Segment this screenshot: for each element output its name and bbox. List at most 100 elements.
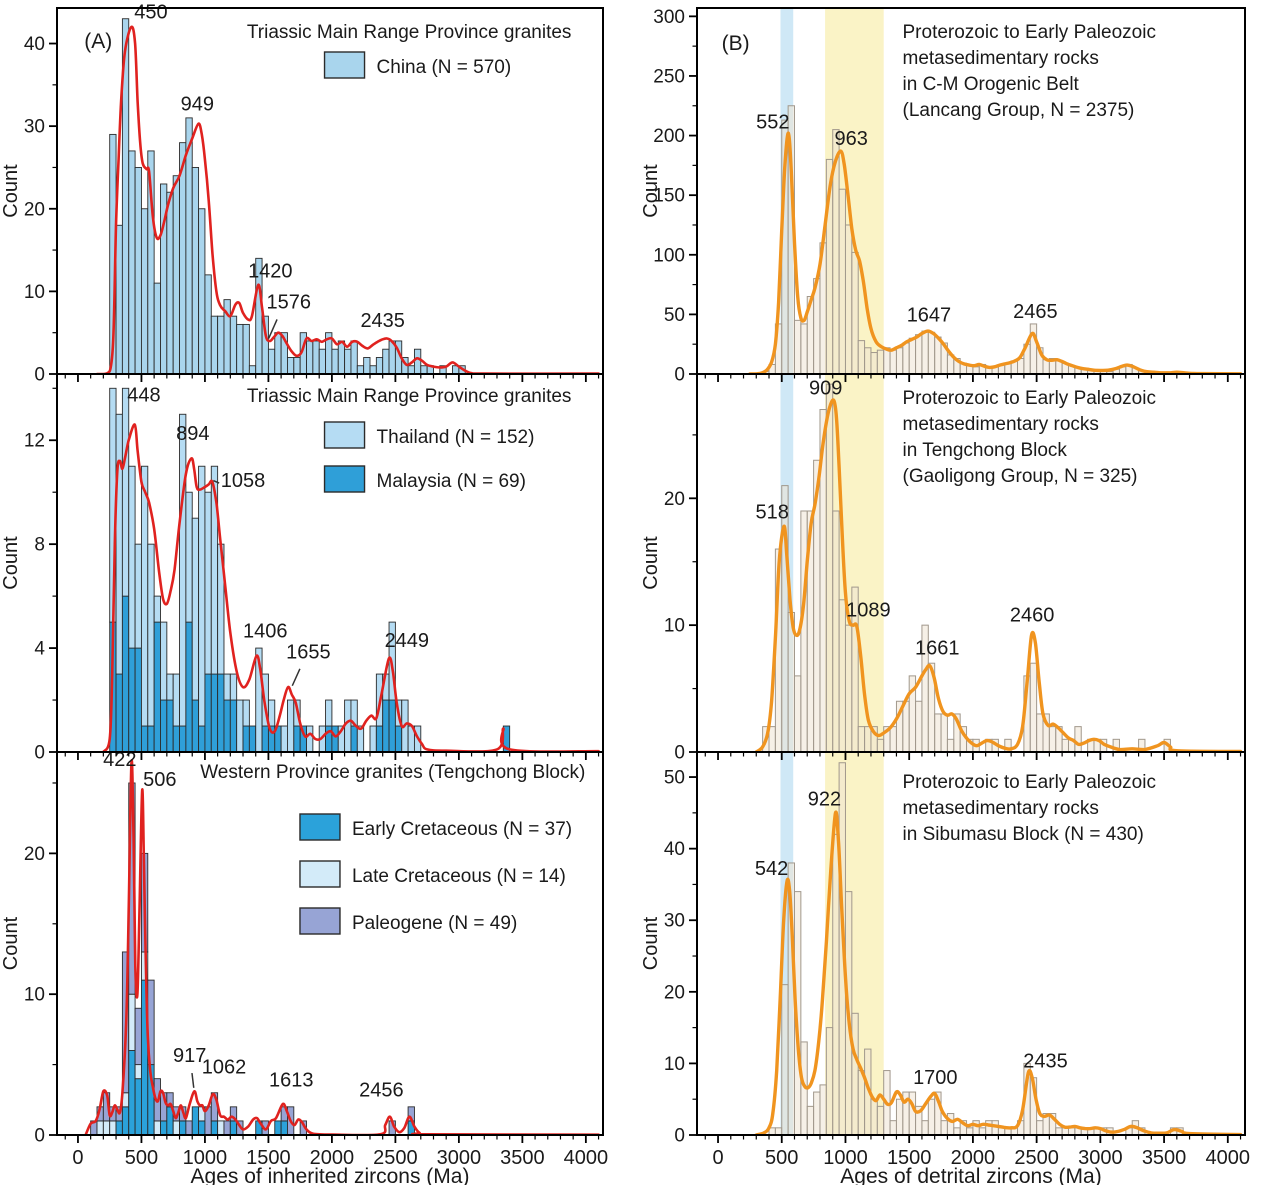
panel-title-line: Proterozoic to Early Paleozoic <box>903 388 1156 409</box>
panel-thailand_malaysia: Triassic Main Range Province granites Tha… <box>102 384 600 753</box>
bar <box>261 725 269 753</box>
bar <box>312 340 320 375</box>
bar <box>153 282 161 375</box>
bar <box>223 699 231 753</box>
bar <box>356 365 365 375</box>
panel-title-line: in Sibumasu Block (N = 430) <box>903 824 1144 845</box>
y-tick-label: 0 <box>674 1126 685 1147</box>
bar <box>350 340 358 375</box>
bar <box>242 699 250 727</box>
bar <box>274 332 282 375</box>
panel-title-line: metasedimentary rocks <box>903 48 1099 69</box>
bar <box>375 357 384 375</box>
peak-age-label: 2456 <box>359 1079 404 1101</box>
y-tick-label: 30 <box>24 117 45 138</box>
kde-curve <box>754 810 1243 1135</box>
bar <box>921 330 929 375</box>
bar <box>160 699 168 753</box>
y-tick-label: 150 <box>653 186 685 207</box>
bar <box>331 725 339 753</box>
bar <box>363 357 371 375</box>
y-tick-label: 0 <box>34 743 45 764</box>
bar <box>813 1091 821 1136</box>
panel-label: (A) <box>84 30 112 53</box>
x-tick-label: 3000 <box>437 1147 482 1169</box>
x-axis-title: Ages of inherited zircons (Ma) <box>191 1165 470 1185</box>
peak-leader-line <box>291 668 301 687</box>
legend-swatch <box>323 51 366 79</box>
x-tick-label: 1000 <box>823 1147 868 1169</box>
panel-lancang: (B) Proterozoic to Early Paleozoic metased… <box>722 8 1243 375</box>
bar <box>166 673 174 701</box>
y-tick-label: 0 <box>674 743 685 764</box>
bar <box>166 1092 174 1108</box>
bar <box>96 1120 104 1136</box>
bar <box>325 699 333 727</box>
legend: Early Cretaceous (N = 37) Late Cretaceous… <box>299 813 572 935</box>
bar <box>223 1120 231 1136</box>
bar <box>128 993 136 1051</box>
kde-curve <box>102 423 600 752</box>
y-tick-label: 0 <box>34 365 45 386</box>
bar <box>344 348 352 375</box>
column-B-detrital-zircons-chart: (B) Proterozoic to Early Paleozoic metased… <box>640 7 1250 1185</box>
peak-age-label: 1576 <box>266 292 311 314</box>
panel-gaoligong: Proterozoic to Early Paleozoic metasedime… <box>754 374 1243 753</box>
bar <box>825 1027 834 1136</box>
bar <box>407 365 415 375</box>
bar <box>331 348 339 375</box>
bar <box>198 465 206 727</box>
bar <box>293 725 301 753</box>
bar <box>280 1120 288 1136</box>
legend-swatch <box>299 907 341 935</box>
bar <box>934 336 942 375</box>
bar <box>191 1106 200 1136</box>
bar <box>140 465 149 727</box>
panel-border <box>696 751 1246 1136</box>
legend-label: Paleogene (N = 49) <box>352 913 517 934</box>
panel-title-line: in Tengchong Block <box>903 440 1068 461</box>
bar <box>172 175 180 375</box>
bar <box>160 621 168 701</box>
peak-annotations: 518 909 1089 1661 2460 <box>756 377 1055 659</box>
panel-axes-sibumasu: 0 10 20 30 40 50 Count 0 500 1000 1500 2000 2500 3000… <box>640 751 1250 1185</box>
legend-label: Early Cretaceous (N = 37) <box>352 819 572 840</box>
legend-swatch <box>323 421 366 449</box>
bar <box>172 1120 180 1136</box>
peak-annotations: 542 922 1700 2435 <box>755 789 1068 1089</box>
peak-age-label: 450 <box>134 2 167 24</box>
bar <box>774 1127 783 1136</box>
bar <box>128 150 136 375</box>
bar <box>895 347 904 375</box>
y-tick-label: 100 <box>653 245 685 266</box>
bar <box>198 1120 206 1136</box>
y-tick-label: 300 <box>653 7 685 28</box>
bar <box>287 699 295 753</box>
y-tick-label: 12 <box>24 431 45 452</box>
bar <box>306 340 314 375</box>
x-tick-label: 2000 <box>951 1147 996 1169</box>
y-axis-title: Count <box>640 536 662 590</box>
bar <box>781 984 789 1136</box>
bar <box>134 1078 142 1136</box>
bar <box>242 323 250 375</box>
legend-swatch <box>299 813 341 841</box>
bar <box>382 348 390 375</box>
bar <box>946 738 955 753</box>
bar <box>864 726 872 753</box>
peak-leader-line <box>191 1072 195 1088</box>
bar <box>1029 323 1038 375</box>
bar <box>940 713 948 753</box>
y-tick-label: 8 <box>34 535 45 556</box>
panel-sibumasu: Proterozoic to Early Paleozoic metasedime… <box>754 752 1243 1136</box>
bar <box>857 1070 866 1136</box>
bar <box>166 699 174 753</box>
bar <box>248 365 257 375</box>
panel-title-line: (Lancang Group, N = 2375) <box>903 100 1135 121</box>
legend: China (N = 570) <box>323 51 511 79</box>
bar <box>160 1120 168 1136</box>
peak-age-label: 506 <box>143 769 176 791</box>
panel-title: Western Province granites (Tengchong Blo… <box>200 762 585 783</box>
bar <box>185 621 193 753</box>
